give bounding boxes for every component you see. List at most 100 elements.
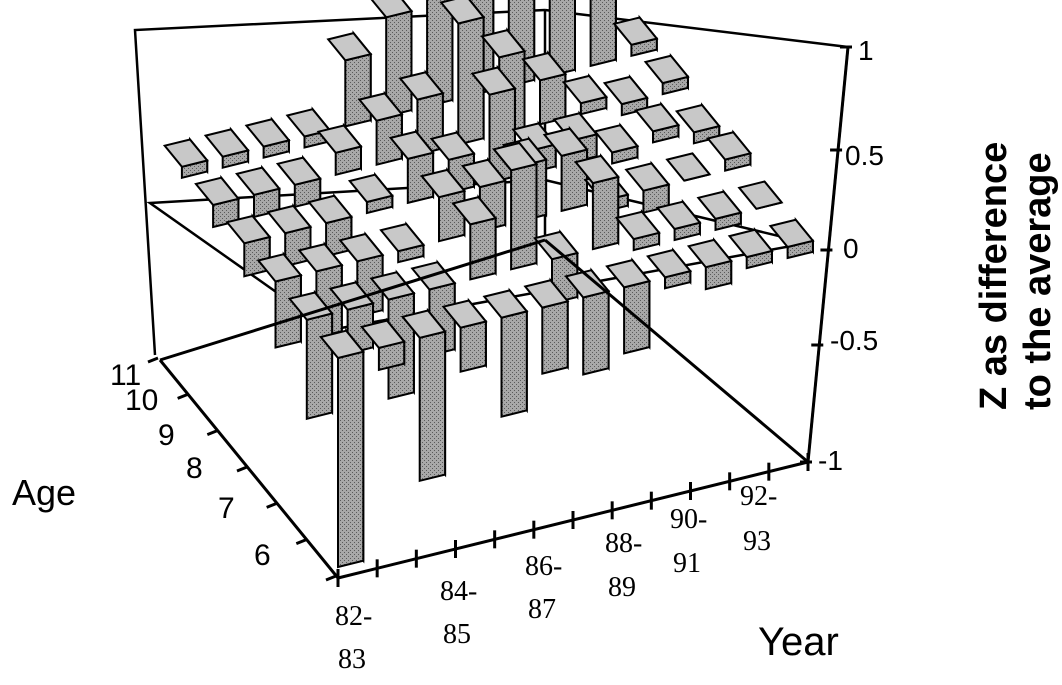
bar-93-94-age-11 <box>612 14 659 58</box>
year-tick-label-88-bottom: 89 <box>608 572 636 603</box>
z-axis-line <box>806 46 850 463</box>
bar-top-face <box>347 173 395 204</box>
bar-front-face <box>510 162 538 271</box>
bar-top-face <box>357 92 404 122</box>
bar-front-face <box>418 330 447 483</box>
bar-top-face <box>564 269 611 299</box>
age-tick-label-9: 9 <box>158 419 175 452</box>
bar-top-face <box>398 71 445 101</box>
year-tick-label-82-bottom: 83 <box>338 644 366 675</box>
age-tick-label-8: 8 <box>186 452 203 485</box>
bar-top-face <box>400 309 447 339</box>
age-tick-mark <box>295 538 307 546</box>
bar-front-face <box>337 350 365 569</box>
age-tick-label-7: 7 <box>218 492 235 525</box>
year-tick-label-84-top: 84- <box>440 576 477 607</box>
year-tick-label-86-top: 86- <box>525 551 562 582</box>
year-axis-title: Year <box>758 620 839 664</box>
bars-group <box>162 0 815 569</box>
bar-top-face <box>643 54 690 85</box>
bar-91-92-age-6 <box>686 237 733 291</box>
bar-front-face <box>548 0 576 78</box>
bar-top-face <box>614 210 661 241</box>
bar-84-85-age-6 <box>400 307 447 483</box>
bar-top-face <box>624 162 671 192</box>
bar-top-face <box>297 242 344 273</box>
z-axis-title-line2: to the average <box>1017 152 1059 410</box>
bar-top-face <box>573 154 620 185</box>
bar-top-face <box>420 168 467 199</box>
bar-93-94-age-9 <box>674 102 721 145</box>
z-tick-label-0.5: 0.5 <box>845 140 884 171</box>
age-tick-label-6: 6 <box>254 539 271 572</box>
year-tick-label-92-bottom: 93 <box>743 526 771 557</box>
z-tick-label-1: 1 <box>858 35 874 66</box>
bar-86-87-age-11 <box>326 30 373 128</box>
bar-front-face <box>500 310 528 418</box>
age-tick-mark <box>177 392 189 400</box>
bar-top-face <box>451 195 498 226</box>
bar-92-93-age-8 <box>665 152 712 182</box>
bar-top-face <box>593 124 640 154</box>
bar-92-93-age-7 <box>696 188 743 232</box>
bar-top-face <box>655 200 702 231</box>
bar-top-face <box>429 131 476 161</box>
year-tick-label-88-top: 88- <box>605 528 642 559</box>
back-floor-line <box>159 238 546 362</box>
age-tick-mark <box>147 356 159 364</box>
bar-87-88-age-6 <box>523 277 570 375</box>
bar-top-face <box>307 194 354 225</box>
bar-83-84-age-6 <box>359 317 406 372</box>
bar-top-face <box>727 228 774 259</box>
bar-87-88-age-7 <box>492 140 539 271</box>
bar-92-93-age-11 <box>589 0 617 68</box>
bar-top-face <box>162 138 209 168</box>
bar-83-84-age-10 <box>235 164 282 219</box>
bar-top-face <box>605 258 652 289</box>
bar-93-94-age-7 <box>737 180 784 210</box>
bar-top-face <box>674 103 721 134</box>
age-tick-label-11: 11 <box>110 359 141 392</box>
bar-83-84-age-9 <box>266 203 313 268</box>
bar-top-face <box>359 319 406 350</box>
bar-front-face <box>560 148 588 213</box>
bar-top-face <box>319 329 366 360</box>
bar-top-face <box>256 253 303 283</box>
bar-89-90-age-7 <box>573 153 620 251</box>
bar-82-83-age-6 <box>319 327 366 569</box>
bar-top-face <box>244 118 291 148</box>
bar-top-face <box>439 0 486 25</box>
bar-91-92-age-9 <box>593 122 640 165</box>
age-axis-line <box>158 359 340 579</box>
bar-top-face <box>542 127 589 158</box>
bar-front-face <box>589 0 617 68</box>
bar-top-face <box>203 128 250 158</box>
bar-top-face <box>482 289 529 319</box>
bar-82-83-age-11 <box>162 136 209 180</box>
bar-front-face <box>274 274 302 349</box>
bar-top-face <box>441 299 488 329</box>
bar-top-face <box>561 74 609 105</box>
bar-top-face <box>266 204 313 235</box>
year-tick-label-82-top: 82- <box>335 601 372 632</box>
bar-top-face <box>768 218 815 249</box>
bar-front-face <box>582 289 610 376</box>
bar-top-face <box>665 152 712 182</box>
right-floor-line <box>544 238 809 464</box>
bar-top-face <box>511 122 558 152</box>
bar-top-face <box>225 214 272 245</box>
z-tick-label-minus-1: -1 <box>818 445 843 476</box>
z-axis-title-line1: Z as difference <box>973 142 1015 410</box>
bar-92-93-age-6 <box>727 226 774 270</box>
bar-top-face <box>646 248 693 279</box>
bar-top-face <box>370 0 414 19</box>
bar-85-86-age-11 <box>285 106 332 149</box>
year-tick-label-90-bottom: 91 <box>673 548 701 579</box>
bar-top-face <box>533 230 580 261</box>
bar-85-86-age-10 <box>316 122 363 177</box>
bar-88-89-age-10 <box>439 0 486 146</box>
z-tick-label-minus-0.5: -0.5 <box>830 325 878 356</box>
bar-top-face <box>316 124 363 154</box>
